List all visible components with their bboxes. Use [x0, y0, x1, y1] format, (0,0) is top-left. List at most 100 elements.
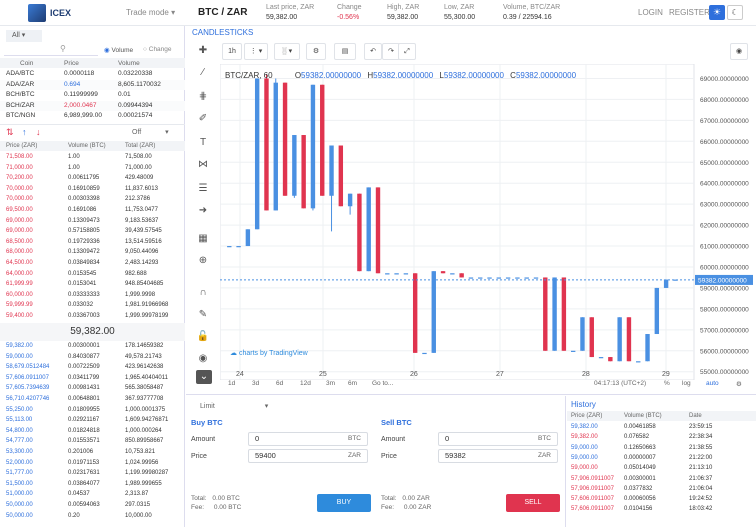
- bid-row[interactable]: 56,710.4207746 0.00648801 367.93777708: [0, 395, 185, 404]
- ask-row[interactable]: 59,400.00 0.03367003 1,999.99978199: [0, 312, 185, 321]
- ask-row[interactable]: 70,000.00 0.00303398 212.3786: [0, 195, 185, 204]
- range-button[interactable]: 6m: [348, 380, 358, 387]
- ask-row[interactable]: 60,000.00 0.03333333 1,999.9998: [0, 291, 185, 300]
- ask-row[interactable]: 68,000.00 0.13309472 9,050.44096: [0, 248, 185, 257]
- bid-row[interactable]: 54,800.00 0.01824818 1,000.000264: [0, 427, 185, 436]
- ask-row[interactable]: 69,000.00 0.57158805 39,439.57545: [0, 227, 185, 236]
- fib-icon[interactable]: ☰: [198, 183, 208, 194]
- bid-row[interactable]: 55,113.00 0.02921167 1,609.94276871: [0, 416, 185, 425]
- ask-row[interactable]: 70,000.00 0.16910859 11,837.6013: [0, 185, 185, 194]
- bid-row[interactable]: 57,605.7394639 0.00981431 565.38058487: [0, 384, 185, 393]
- bid-row[interactable]: 50,000.00 0.20 10,000.00: [0, 512, 185, 521]
- sell-amount-input[interactable]: 0 BTC: [438, 432, 558, 446]
- gear-icon[interactable]: ⚙: [736, 381, 742, 388]
- bid-row[interactable]: 55,250.00 0.01809955 1,000.0001375: [0, 406, 185, 415]
- lock-icon[interactable]: 🔓: [196, 331, 210, 342]
- orderbook-bids-icon[interactable]: ↑: [22, 127, 27, 137]
- market-search-input[interactable]: [4, 44, 98, 56]
- pencil-lock-icon[interactable]: ✎: [198, 309, 208, 320]
- logo[interactable]: ICEX: [28, 4, 74, 22]
- buy-amount-input[interactable]: 0 BTC: [248, 432, 368, 446]
- order-type-dropdown[interactable]: Limit ▾: [200, 402, 268, 410]
- ask-row[interactable]: 69,500.00 0.1691086 11,753.0477: [0, 206, 185, 215]
- pitchfork-icon[interactable]: ⋕: [198, 91, 208, 102]
- tab-candlesticks[interactable]: CANDLESTICKS: [192, 28, 254, 37]
- bid-row[interactable]: 59,382.00 0.00300001 178.14659382: [0, 342, 185, 351]
- measure-icon[interactable]: ▦: [198, 233, 208, 244]
- bid-row[interactable]: 59,000.00 0.84030877 49,578.21743: [0, 353, 185, 362]
- moon-icon[interactable]: ☾: [727, 5, 743, 20]
- market-row[interactable]: ADA/BTC 0.0000118 0.03220338: [0, 69, 185, 79]
- range-button[interactable]: 12d: [300, 380, 311, 387]
- candlestick-chart[interactable]: 69000.00000000 68000.00000000 67000.000000…: [220, 64, 754, 380]
- sell-button[interactable]: SELL: [506, 494, 560, 512]
- ask-row[interactable]: 59,999.99 0.033032 1,981.91966968: [0, 301, 185, 310]
- percent-scale-button[interactable]: %: [664, 380, 670, 387]
- sell-price-input[interactable]: 59382 ZAR: [438, 449, 558, 463]
- col-header[interactable]: Price: [64, 60, 79, 67]
- market-filter-dropdown[interactable]: All ▾: [6, 30, 42, 42]
- orderbook-both-icon[interactable]: ⇅: [6, 127, 14, 137]
- bid-row[interactable]: 50,000.00 0.00594063 297.0315: [0, 501, 185, 510]
- market-row[interactable]: BTC/NGN 6,989,999.00 0.00021574: [0, 111, 185, 121]
- bid-row[interactable]: 53,300.00 0.201006 10,753.821: [0, 448, 185, 457]
- pattern-icon[interactable]: ⋈: [198, 159, 208, 170]
- fullscreen-button[interactable]: ⤢: [398, 43, 416, 60]
- grouping-dropdown[interactable]: Off ▾: [132, 128, 169, 136]
- range-button[interactable]: 3d: [252, 380, 260, 387]
- bid-row[interactable]: 51,000.00 0.04537 2,313.87: [0, 490, 185, 499]
- bid-row[interactable]: 58,679.0512484 0.00722509 423.96142638: [0, 363, 185, 372]
- bid-row[interactable]: 54,777.00 0.01553571 850.89958667: [0, 437, 185, 446]
- orderbook-asks-icon[interactable]: ↓: [36, 127, 41, 137]
- ask-row[interactable]: 61,999.99 0.0153041 948.85404685: [0, 280, 185, 289]
- sun-icon[interactable]: ☀: [709, 5, 725, 20]
- register-link[interactable]: REGISTER: [669, 8, 710, 17]
- interval-button[interactable]: 1h: [222, 43, 242, 60]
- arrow-left-icon[interactable]: ➜: [198, 205, 208, 216]
- range-button[interactable]: 3m: [326, 380, 336, 387]
- ask-row[interactable]: 64,000.00 0.0153545 982.688: [0, 270, 185, 279]
- login-link[interactable]: LOGIN: [638, 8, 663, 17]
- bid-row[interactable]: 52,000.00 0.01971153 1,024.99956: [0, 459, 185, 468]
- trade-mode-dropdown[interactable]: Trade mode ▾: [126, 8, 175, 17]
- indicators-button[interactable]: ▤: [334, 43, 356, 60]
- interval-dropdown[interactable]: ⋮ ▾: [244, 43, 268, 60]
- buy-button[interactable]: BUY: [317, 494, 371, 512]
- eye-icon[interactable]: ◉: [198, 353, 208, 364]
- log-scale-button[interactable]: log: [682, 380, 691, 387]
- theme-toggle[interactable]: ☀ ☾: [709, 5, 743, 20]
- ask-row[interactable]: 69,000.00 0.13309473 9,183.53637: [0, 217, 185, 226]
- tradingview-watermark[interactable]: ☁ charts by TradingView: [230, 349, 308, 357]
- trendline-icon[interactable]: ∕: [202, 67, 204, 78]
- ask-row[interactable]: 68,500.00 0.19729336 13,514.59516: [0, 238, 185, 247]
- chart-type-button[interactable]: ░ ▾: [274, 43, 300, 60]
- buy-price-input[interactable]: 59400 ZAR: [248, 449, 368, 463]
- ask-row[interactable]: 71,000.00 1.00 71,000.00: [0, 164, 185, 173]
- bid-row[interactable]: 51,500.00 0.03864077 1,989.999655: [0, 480, 185, 489]
- collapse-icon[interactable]: ⌄: [196, 370, 212, 384]
- ask-row[interactable]: 70,200.00 0.00611795 429.48009: [0, 174, 185, 183]
- market-row[interactable]: BCH/BTC 0.11999999 0.01: [0, 90, 185, 100]
- col-header[interactable]: Volume: [118, 60, 140, 67]
- settings-button[interactable]: ⚙: [306, 43, 326, 60]
- undo-button[interactable]: ↶: [364, 43, 382, 60]
- range-button[interactable]: 6d: [276, 380, 284, 387]
- bid-row[interactable]: 51,777.00 0.02317631 1,199.99980287: [0, 469, 185, 478]
- ask-row[interactable]: 71,508.00 1.00 71,508.00: [0, 153, 185, 162]
- market-row[interactable]: ADA/ZAR 0.694 8,605.1170032: [0, 79, 185, 90]
- radio-volume[interactable]: ◉ Volume: [104, 46, 133, 54]
- magnet-icon[interactable]: ∩: [199, 287, 207, 298]
- brush-icon[interactable]: ✐: [198, 113, 208, 124]
- crosshair-icon[interactable]: ✚: [198, 45, 208, 56]
- col-header[interactable]: Coin: [20, 60, 34, 67]
- range-button[interactable]: 1d: [228, 380, 236, 387]
- market-row[interactable]: BCH/ZAR 2,000.0467 0.09944394: [0, 100, 185, 111]
- goto-button[interactable]: Go to...: [372, 380, 394, 387]
- ask-row[interactable]: 64,500.00 0.03849834 2,483.14293: [0, 259, 185, 268]
- text-icon[interactable]: T: [199, 137, 207, 148]
- zoom-icon[interactable]: ⊕: [198, 255, 208, 266]
- screenshot-button[interactable]: ◉: [730, 43, 748, 60]
- auto-scale-button[interactable]: auto: [706, 380, 719, 387]
- bid-row[interactable]: 57,606.0911007 0.03411799 1,965.40404011: [0, 374, 185, 383]
- radio-change[interactable]: ○ Change: [143, 46, 172, 53]
